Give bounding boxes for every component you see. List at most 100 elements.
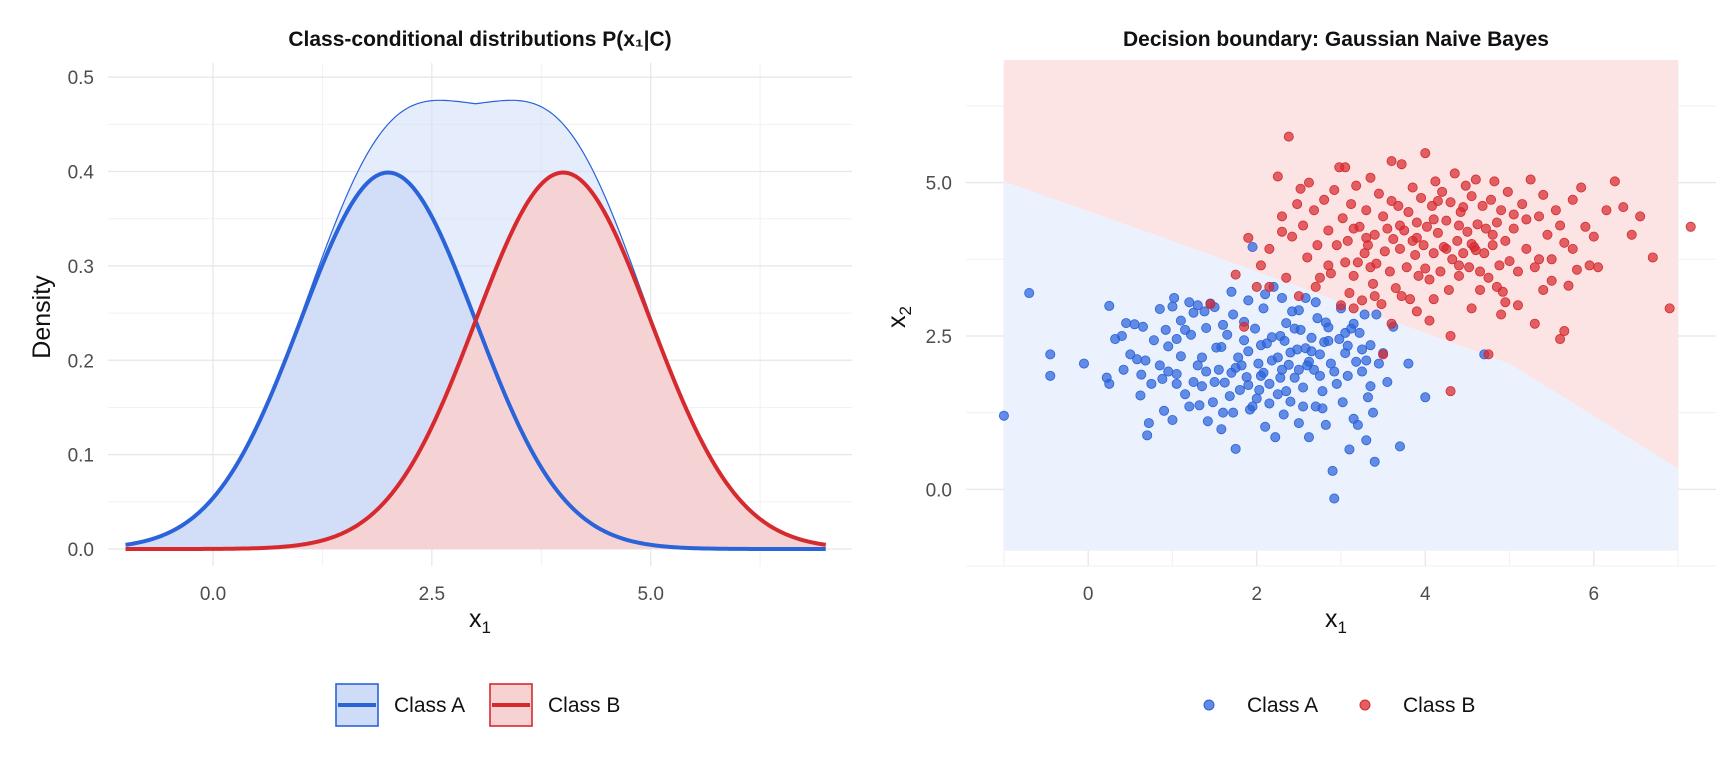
data-point-class-a — [1234, 384, 1245, 395]
data-point-class-a — [1317, 403, 1328, 414]
data-point-class-b — [1281, 272, 1292, 283]
data-point-class-b — [1411, 306, 1422, 317]
data-point-class-b — [1445, 330, 1456, 341]
data-point-class-b — [1618, 202, 1629, 213]
data-point-class-a — [1320, 419, 1331, 430]
density-panel: Class-conditional distributions P(x₁|C) … — [28, 28, 852, 727]
data-point-class-a — [1226, 286, 1237, 297]
data-point-class-a — [1351, 356, 1362, 367]
data-point-class-b — [1416, 192, 1427, 203]
data-point-class-b — [1379, 246, 1390, 257]
data-point-class-a — [1310, 297, 1321, 308]
data-point-class-a — [1167, 301, 1178, 312]
data-point-class-a — [1180, 389, 1191, 400]
data-point-class-b — [1378, 211, 1389, 222]
x-tick-label: 6 — [1589, 584, 1600, 605]
boundary-x-tick-labels: 0 2 4 6 — [1083, 584, 1599, 605]
data-point-class-b — [1352, 257, 1363, 268]
data-point-class-b — [1264, 243, 1275, 254]
data-point-class-b — [1538, 284, 1549, 295]
data-point-class-a — [1359, 309, 1370, 320]
data-point-class-b — [1458, 248, 1469, 259]
data-point-class-a — [1298, 401, 1309, 412]
data-point-class-a — [1045, 370, 1056, 381]
scatter-points — [998, 131, 1696, 504]
data-point-class-a — [1160, 324, 1171, 335]
data-point-class-a — [1289, 323, 1300, 334]
data-point-class-b — [1567, 243, 1578, 254]
data-point-class-a — [1329, 493, 1340, 504]
data-point-class-a — [1219, 377, 1230, 388]
density-lines — [125, 99, 827, 552]
data-point-class-b — [1494, 260, 1505, 271]
region-class-a — [1003, 181, 1679, 551]
data-point-class-b — [1504, 256, 1515, 267]
data-point-class-b — [1483, 272, 1494, 283]
data-point-class-a — [1228, 407, 1239, 418]
x-tick-label: 2 — [1251, 584, 1262, 605]
data-point-class-a — [1340, 327, 1351, 338]
data-point-class-b — [1445, 386, 1456, 397]
data-point-class-b — [1287, 231, 1298, 242]
data-point-class-a — [1264, 398, 1275, 409]
data-point-class-b — [1435, 266, 1446, 277]
data-point-class-a — [1202, 416, 1213, 427]
data-point-class-b — [1386, 318, 1397, 329]
density-y-tick-labels: 0.0 0.1 0.2 0.3 0.4 0.5 — [68, 68, 95, 561]
data-point-class-b — [1452, 235, 1463, 246]
data-point-class-a — [1254, 384, 1265, 395]
data-point-class-b — [1555, 220, 1566, 231]
data-point-class-b — [1205, 299, 1216, 310]
data-point-class-b — [1458, 202, 1469, 213]
data-point-class-b — [1348, 223, 1359, 234]
data-point-class-b — [1489, 176, 1500, 187]
data-point-class-b — [1382, 223, 1393, 234]
data-point-class-b — [1378, 349, 1389, 360]
data-point-class-a — [1188, 376, 1199, 387]
data-point-class-a — [1218, 407, 1229, 418]
data-point-class-b — [1411, 217, 1422, 228]
data-point-class-b — [1559, 237, 1570, 248]
data-point-class-b — [1626, 229, 1637, 240]
data-point-class-b — [1502, 186, 1513, 197]
data-point-class-b — [1351, 180, 1362, 191]
data-point-class-a — [1354, 327, 1365, 338]
data-point-class-a — [1253, 358, 1264, 369]
data-point-class-a — [1289, 372, 1300, 383]
data-point-class-b — [1342, 235, 1353, 246]
data-point-class-a — [1222, 329, 1233, 340]
data-point-class-b — [1525, 174, 1536, 185]
data-point-class-a — [1403, 358, 1414, 369]
data-point-class-b — [1344, 288, 1355, 299]
data-point-class-a — [1171, 378, 1182, 389]
data-point-class-a — [1146, 378, 1157, 389]
data-point-class-a — [1218, 319, 1229, 330]
density-x-axis-label-main: x — [469, 605, 482, 633]
data-point-class-a — [1157, 373, 1168, 384]
data-point-class-a — [1329, 366, 1340, 377]
legend-class-b-label: Class B — [548, 694, 620, 717]
data-point-class-a — [1255, 340, 1266, 351]
data-point-class-b — [1243, 232, 1254, 243]
data-point-class-a — [1357, 344, 1368, 355]
data-point-class-b — [1437, 186, 1448, 197]
density-line-class-b — [125, 170, 827, 552]
data-point-class-b — [1428, 214, 1439, 225]
data-point-class-a — [1420, 392, 1431, 403]
data-point-class-a — [1188, 307, 1199, 318]
data-point-class-a — [1159, 405, 1170, 416]
data-point-class-a — [1207, 397, 1218, 408]
data-point-class-a — [1323, 335, 1334, 346]
data-point-class-b — [1428, 294, 1439, 305]
data-point-class-b — [1420, 148, 1431, 159]
data-point-class-b — [1508, 223, 1519, 234]
data-point-class-b — [1424, 315, 1435, 326]
data-point-class-a — [1216, 424, 1227, 435]
data-point-class-a — [1300, 343, 1311, 354]
data-point-class-a — [1148, 335, 1159, 346]
data-point-class-b — [1386, 156, 1397, 167]
data-point-class-b — [1517, 199, 1528, 210]
data-point-class-b — [1567, 194, 1578, 205]
data-point-class-b — [1496, 205, 1507, 216]
